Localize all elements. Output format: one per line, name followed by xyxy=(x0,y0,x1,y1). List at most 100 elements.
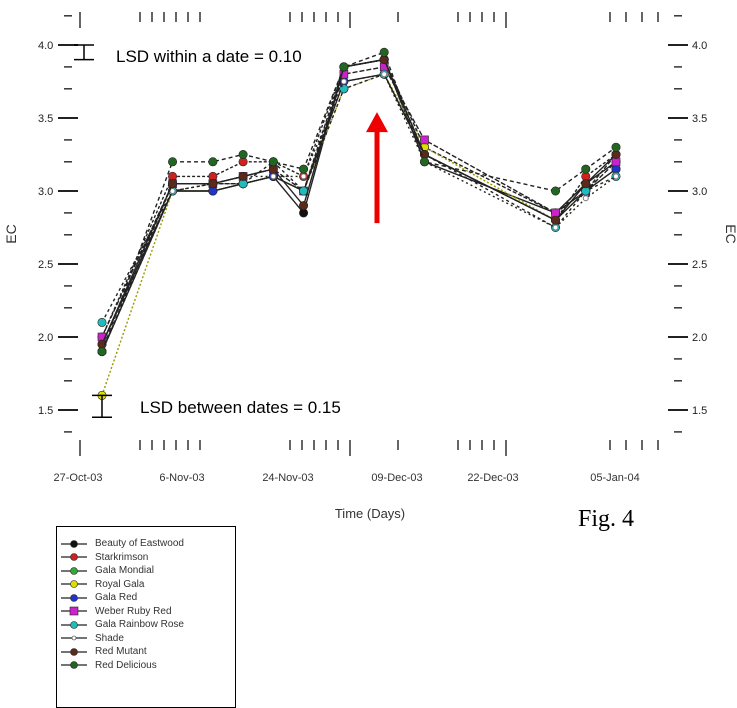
series-line xyxy=(101,73,617,352)
y-tick-label-right: 4.0 xyxy=(692,40,707,52)
legend-swatch xyxy=(61,647,87,656)
legend-swatch xyxy=(61,593,87,602)
data-point xyxy=(238,150,248,160)
legend-label: Red Mutant xyxy=(95,646,147,658)
legend-marker xyxy=(70,661,78,670)
x-axis-label: Time (Days) xyxy=(335,506,405,521)
data-point xyxy=(238,171,248,181)
lsd-annotation: LSD within a date = 0.10 xyxy=(116,47,302,66)
data-point xyxy=(299,201,309,211)
legend-marker xyxy=(70,580,78,589)
data-point xyxy=(339,84,349,94)
data-point xyxy=(168,179,178,189)
legend-swatch xyxy=(61,566,87,575)
y-axis-label-right: EC xyxy=(723,224,737,243)
legend-item: Gala Rainbow Rose xyxy=(57,618,235,632)
legend-swatch xyxy=(61,661,87,670)
legend-label: Gala Red xyxy=(95,592,138,604)
data-point xyxy=(581,179,591,189)
legend-label: Weber Ruby Red xyxy=(95,605,172,617)
legend-swatch xyxy=(61,635,87,641)
legend-marker xyxy=(70,647,78,656)
data-point xyxy=(420,157,430,167)
legend-item: Gala Mondial xyxy=(57,564,235,578)
data-point xyxy=(551,186,561,196)
series-line xyxy=(101,73,617,345)
y-tick-label-left: 2.5 xyxy=(38,259,53,271)
y-tick-label-right: 1.5 xyxy=(692,405,707,417)
x-tick-label: 22-Dec-03 xyxy=(467,472,518,484)
legend-label: Gala Mondial xyxy=(95,565,154,577)
data-point xyxy=(582,195,589,202)
legend-marker xyxy=(71,635,77,641)
legend-marker xyxy=(70,566,78,575)
legend-label: Starkrimson xyxy=(95,551,149,563)
legend-label: Shade xyxy=(95,632,124,644)
data-point xyxy=(208,157,218,167)
legend-swatch xyxy=(61,553,87,562)
x-tick-label: 6-Nov-03 xyxy=(159,472,204,484)
y-tick-label-right: 2.5 xyxy=(692,259,707,271)
data-point xyxy=(268,157,278,167)
legend-label: Beauty of Eastwood xyxy=(95,538,184,550)
data-point xyxy=(168,157,178,167)
data-point xyxy=(339,62,349,72)
y-tick-label-left: 4.0 xyxy=(38,40,53,52)
legend-marker xyxy=(70,593,78,602)
y-tick-label-right: 3.0 xyxy=(692,186,707,198)
legend-item: Red Mutant xyxy=(57,645,235,659)
legend-marker xyxy=(70,539,78,548)
series-line xyxy=(101,58,617,338)
data-point xyxy=(420,135,429,145)
legend-swatch xyxy=(61,580,87,589)
data-point xyxy=(552,224,559,231)
legend-marker xyxy=(70,620,78,629)
data-point xyxy=(299,164,309,174)
legend-item: Weber Ruby Red xyxy=(57,605,235,619)
data-point xyxy=(381,71,388,78)
y-tick-label-left: 3.5 xyxy=(38,113,53,125)
series-line xyxy=(101,73,617,323)
data-point xyxy=(208,179,218,189)
legend-item: Shade xyxy=(57,632,235,646)
legend-item: Beauty of Eastwood xyxy=(57,537,235,551)
legend-item: Starkrimson xyxy=(57,551,235,565)
legend-swatch xyxy=(61,606,87,616)
data-point xyxy=(551,215,561,225)
legend-marker xyxy=(70,553,78,562)
series-line xyxy=(101,51,617,352)
data-point xyxy=(379,47,389,57)
figure-label: Fig. 4 xyxy=(578,506,635,532)
y-tick-label-right: 3.5 xyxy=(692,113,707,125)
series-line xyxy=(101,73,617,396)
y-axis-label-left: EC xyxy=(3,224,19,243)
legend-item: Red Delicious xyxy=(57,659,235,673)
x-tick-label: 09-Dec-03 xyxy=(371,472,422,484)
legend-item: Royal Gala xyxy=(57,578,235,592)
series-line xyxy=(101,58,617,352)
series-line xyxy=(101,58,617,345)
legend-item: Gala Red xyxy=(57,591,235,605)
series-line xyxy=(101,58,617,352)
data-point xyxy=(270,173,277,180)
data-point xyxy=(97,347,107,357)
data-point xyxy=(300,173,307,180)
data-point xyxy=(611,157,621,167)
y-tick-label-left: 2.0 xyxy=(38,332,53,344)
lsd-annotation: LSD between dates = 0.15 xyxy=(140,398,341,417)
data-point xyxy=(611,142,621,152)
legend-label: Gala Rainbow Rose xyxy=(95,619,184,631)
legend-swatch xyxy=(61,620,87,629)
series-line xyxy=(101,66,617,338)
x-tick-label: 24-Nov-03 xyxy=(262,472,313,484)
y-tick-label-left: 3.0 xyxy=(38,186,53,198)
y-tick-label-right: 2.0 xyxy=(692,332,707,344)
data-point xyxy=(340,78,347,85)
data-point xyxy=(97,317,107,327)
legend-label: Red Delicious xyxy=(95,659,157,671)
legend-marker xyxy=(69,606,79,616)
data-point xyxy=(613,173,619,180)
y-tick-label-left: 1.5 xyxy=(38,405,53,417)
legend: Beauty of Eastwood Starkrimson Gala Mondia… xyxy=(56,526,236,708)
